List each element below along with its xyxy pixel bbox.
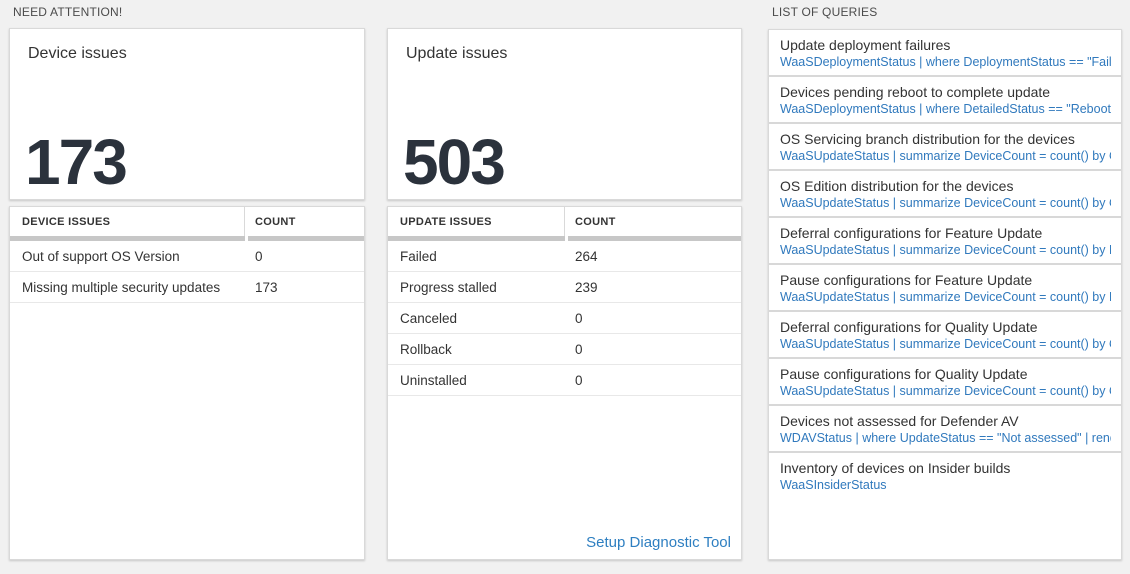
section-title-list-of-queries: LIST OF QUERIES [772, 5, 878, 19]
query-text: WaaSUpdateStatus | summarize DeviceCount… [780, 384, 1111, 398]
device-issues-table: Out of support OS Version 0 Missing mult… [10, 241, 364, 303]
table-header-scrollbar[interactable] [388, 236, 741, 241]
scrollbar-segment[interactable] [248, 236, 364, 241]
query-text: WaaSDeploymentStatus | where DetailedSta… [780, 102, 1111, 116]
query-list-item[interactable]: Pause configurations for Feature Update … [769, 265, 1121, 312]
query-list-item[interactable]: Deferral configurations for Quality Upda… [769, 312, 1121, 359]
query-list-item[interactable]: OS Servicing branch distribution for the… [769, 124, 1121, 171]
tile-title: Update issues [406, 45, 508, 62]
row-label: Failed [400, 248, 437, 264]
table-header-scrollbar[interactable] [10, 236, 364, 241]
query-text: WaaSInsiderStatus [780, 478, 887, 492]
row-label: Uninstalled [400, 372, 467, 388]
column-header: COUNT [575, 215, 616, 228]
query-text: WaaSUpdateStatus | summarize DeviceCount… [780, 337, 1111, 351]
query-title: Pause configurations for Feature Update [780, 272, 1033, 288]
query-title: Deferral configurations for Quality Upda… [780, 319, 1038, 335]
scrollbar-segment[interactable] [388, 236, 565, 241]
query-text: WaaSUpdateStatus | summarize DeviceCount… [780, 243, 1111, 257]
update-issues-table: Failed 264 Progress stalled 239 Canceled… [388, 241, 741, 396]
query-text: WDAVStatus | where UpdateStatus == "Not … [780, 431, 1111, 445]
row-count: 0 [575, 341, 583, 357]
query-list-item[interactable]: Devices pending reboot to complete updat… [769, 77, 1121, 124]
query-title: OS Edition distribution for the devices [780, 178, 1014, 194]
row-count: 0 [255, 248, 263, 264]
update-issues-table-tile: UPDATE ISSUES COUNT Failed 264 Progress … [387, 206, 742, 560]
row-label: Progress stalled [400, 279, 497, 295]
table-row[interactable]: Missing multiple security updates 173 [10, 272, 364, 303]
tile-title: Device issues [28, 45, 127, 62]
column-header: DEVICE ISSUES [10, 207, 245, 236]
query-title: OS Servicing branch distribution for the… [780, 131, 1075, 147]
scrollbar-segment[interactable] [10, 236, 245, 241]
device-issues-table-tile: DEVICE ISSUES COUNT Out of support OS Ve… [9, 206, 365, 560]
table-row[interactable]: Rollback 0 [388, 334, 741, 365]
query-title: Devices not assessed for Defender AV [780, 413, 1019, 429]
update-issues-count: 503 [403, 125, 506, 198]
device-issues-count: 173 [25, 125, 128, 198]
row-label: Missing multiple security updates [22, 279, 221, 295]
query-title: Inventory of devices on Insider builds [780, 460, 1011, 476]
query-text: WaaSDeploymentStatus | where DeploymentS… [780, 55, 1111, 69]
table-row[interactable]: Canceled 0 [388, 303, 741, 334]
table-header-row: UPDATE ISSUES COUNT [388, 207, 741, 236]
scrollbar-segment[interactable] [568, 236, 741, 241]
query-title: Devices pending reboot to complete updat… [780, 84, 1051, 100]
query-list-item[interactable]: Devices not assessed for Defender AV WDA… [769, 406, 1121, 453]
section-title-need-attention: NEED ATTENTION! [13, 5, 123, 19]
setup-diagnostic-tool-link[interactable]: Setup Diagnostic Tool [586, 534, 731, 551]
query-title: Update deployment failures [780, 37, 951, 53]
table-row[interactable]: Uninstalled 0 [388, 365, 741, 396]
row-count: 239 [575, 279, 598, 295]
query-title: Deferral configurations for Feature Upda… [780, 225, 1043, 241]
row-label: Canceled [400, 310, 458, 326]
row-count: 173 [255, 279, 278, 295]
query-list: Update deployment failures WaaSDeploymen… [769, 30, 1121, 500]
table-row[interactable]: Progress stalled 239 [388, 272, 741, 303]
row-count: 0 [575, 372, 583, 388]
query-title: Pause configurations for Quality Update [780, 366, 1028, 382]
query-text: WaaSUpdateStatus | summarize DeviceCount… [780, 196, 1111, 210]
table-header-row: DEVICE ISSUES COUNT [10, 207, 364, 236]
query-list-item[interactable]: Pause configurations for Quality Update … [769, 359, 1121, 406]
row-count: 264 [575, 248, 598, 264]
column-header: UPDATE ISSUES [388, 207, 565, 236]
row-count: 0 [575, 310, 583, 326]
row-label: Rollback [400, 341, 452, 357]
table-row[interactable]: Out of support OS Version 0 [10, 241, 364, 272]
query-list-item[interactable]: Inventory of devices on Insider builds W… [769, 453, 1121, 500]
row-label: Out of support OS Version [22, 248, 180, 264]
query-list-item[interactable]: Deferral configurations for Feature Upda… [769, 218, 1121, 265]
query-text: WaaSUpdateStatus | summarize DeviceCount… [780, 290, 1111, 304]
query-list-item[interactable]: Update deployment failures WaaSDeploymen… [769, 30, 1121, 77]
update-issues-tile[interactable]: Update issues 503 [387, 28, 742, 200]
query-text: WaaSUpdateStatus | summarize DeviceCount… [780, 149, 1111, 163]
query-list-item[interactable]: OS Edition distribution for the devices … [769, 171, 1121, 218]
table-row[interactable]: Failed 264 [388, 241, 741, 272]
query-list-panel: Update deployment failures WaaSDeploymen… [768, 29, 1122, 560]
column-header: COUNT [255, 215, 296, 228]
device-issues-tile[interactable]: Device issues 173 [9, 28, 365, 200]
